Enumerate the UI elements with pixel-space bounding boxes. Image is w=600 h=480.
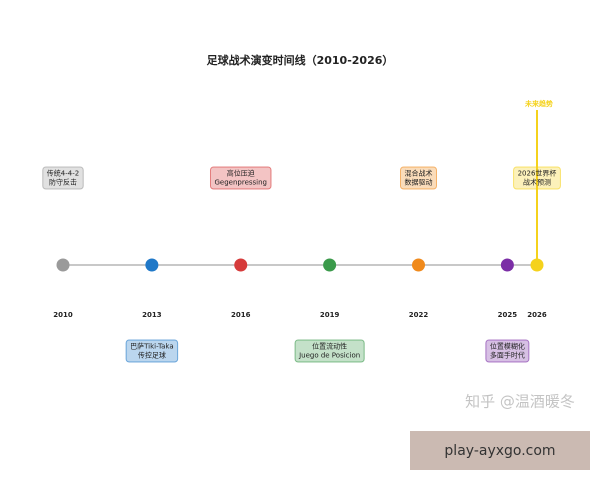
- x-tick-label: 2022: [409, 311, 429, 319]
- watermark: 知乎 @温酒暖冬: [465, 393, 575, 411]
- event-text: 2026世界杯: [518, 169, 557, 178]
- event-box: [513, 166, 561, 190]
- event-point: [145, 258, 159, 272]
- event-point: [412, 258, 425, 272]
- footer-text: play-ayxgo.com: [444, 443, 555, 459]
- event-text: Gegenpressing: [214, 179, 267, 187]
- event-text: 数据驱动: [405, 178, 433, 187]
- event-text: 防守反击: [49, 178, 77, 187]
- x-tick-label: 2026: [527, 311, 547, 319]
- x-tick-label: 2019: [320, 311, 340, 319]
- x-tick-label: 2025: [498, 311, 518, 319]
- event-box: [400, 166, 437, 190]
- event-text: Juego de Posicion: [298, 352, 360, 360]
- event-box: [42, 166, 84, 190]
- chart-title: 足球战术演变时间线（2010-2026）: [207, 53, 394, 67]
- event-text: 多面手时代: [490, 351, 525, 360]
- event-text: 传控足球: [138, 351, 166, 360]
- event-point: [234, 258, 248, 272]
- event-text: 传统4-4-2: [47, 169, 79, 178]
- event-box: [209, 166, 272, 190]
- x-tick-label: 2013: [142, 311, 162, 319]
- event-point: [56, 258, 70, 272]
- x-tick-label: 2016: [231, 311, 251, 319]
- event-text: 巴萨Tiki-Taka: [130, 342, 174, 351]
- event-box: [485, 339, 530, 363]
- event-text: 混合战术: [405, 169, 433, 178]
- event-text: 战术预测: [523, 178, 551, 187]
- event-text: 位置流动性: [312, 342, 347, 351]
- event-box: [294, 339, 365, 363]
- event-box: [125, 339, 179, 363]
- event-point: [323, 258, 337, 272]
- event-text: 高位压迫: [227, 169, 255, 178]
- footer-box: [410, 431, 590, 470]
- event-point: [500, 258, 514, 272]
- event-point: [530, 258, 544, 272]
- highlight-label: 未来趋势: [525, 99, 553, 108]
- event-text: 位置模糊化: [490, 342, 525, 351]
- x-tick-label: 2010: [53, 311, 73, 319]
